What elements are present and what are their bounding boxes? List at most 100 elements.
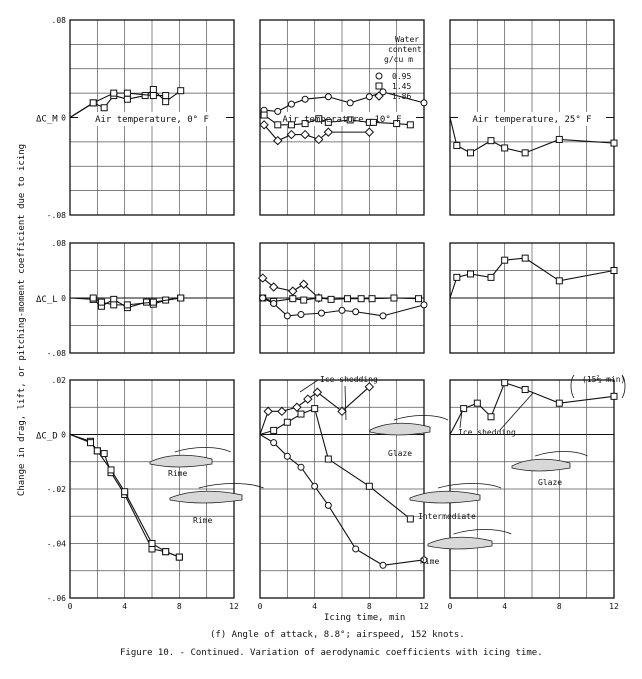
airfoil-outline bbox=[393, 415, 449, 421]
label-glaze-mid: Glaze bbox=[388, 449, 412, 458]
legend-label-2: 1.45 bbox=[392, 82, 411, 91]
marker-diamond bbox=[258, 273, 268, 283]
marker-square bbox=[501, 256, 509, 264]
marker-square bbox=[555, 277, 563, 285]
marker-square bbox=[473, 399, 481, 407]
marker-circle bbox=[270, 439, 278, 447]
ice-shape bbox=[169, 490, 243, 504]
marker-square bbox=[315, 115, 323, 123]
marker-diamond bbox=[268, 282, 279, 292]
marker-diamond bbox=[286, 129, 297, 140]
axis-labels: Air temperature, 0° F Air temperature, 10… bbox=[36, 16, 619, 611]
panel-frame bbox=[69, 379, 235, 599]
y-tick-label: .08 bbox=[52, 16, 67, 25]
marker-square bbox=[260, 111, 268, 119]
marker-square bbox=[100, 104, 108, 112]
marker-square bbox=[177, 87, 185, 95]
label-glaze-right: Glaze bbox=[538, 478, 562, 487]
marker-diamond bbox=[314, 134, 324, 145]
x-tick-label: 8 bbox=[367, 602, 372, 611]
legend-title-line-2: content, bbox=[388, 45, 427, 54]
label-intermediate: Intermediate bbox=[418, 512, 476, 521]
marker-square bbox=[283, 418, 291, 426]
row-ylabel: ΔC_M bbox=[36, 115, 58, 125]
marker-circle bbox=[297, 311, 305, 318]
marker-square bbox=[311, 405, 319, 413]
marker-square bbox=[301, 120, 309, 128]
ice-shape bbox=[427, 536, 493, 550]
annotation-leader-ice-shedding-mid bbox=[299, 379, 347, 421]
marker-square bbox=[270, 426, 278, 434]
marker-square bbox=[610, 267, 618, 274]
marker-circle bbox=[379, 561, 387, 569]
x-axis-label: Icing time, min bbox=[324, 613, 405, 623]
marker-square bbox=[521, 254, 529, 262]
y-tick-label: -.02 bbox=[47, 485, 66, 494]
airfoil-outline bbox=[198, 483, 264, 489]
marker-diamond bbox=[300, 129, 310, 140]
label-rime-1: Rime bbox=[168, 469, 187, 478]
marker-circle bbox=[283, 312, 291, 320]
marker-diamond bbox=[292, 402, 302, 412]
x-tick-label: 8 bbox=[177, 602, 182, 611]
marker-square bbox=[357, 295, 365, 303]
legend-diamond-marker bbox=[374, 91, 384, 101]
marker-square bbox=[406, 515, 414, 523]
marker-square bbox=[460, 405, 468, 413]
legend-title-line-1: Water bbox=[395, 35, 419, 44]
marker-square bbox=[121, 488, 129, 496]
x-tick-label: 4 bbox=[502, 602, 507, 611]
x-tick-label: 4 bbox=[122, 602, 127, 611]
marker-square bbox=[315, 294, 323, 302]
marker-square bbox=[521, 386, 529, 394]
marker-circle bbox=[287, 100, 295, 108]
marker-circle bbox=[318, 309, 325, 317]
marker-circle bbox=[352, 308, 360, 316]
x-tick-label: 12 bbox=[419, 602, 429, 611]
marker-circle bbox=[283, 452, 291, 460]
annotations: Ice shedding Ice shedding (15⅔ min) Rime… bbox=[168, 374, 626, 566]
marker-square bbox=[110, 301, 118, 309]
legend-label-3: 1.86 bbox=[392, 92, 411, 101]
y-tick-label: .08 bbox=[52, 239, 67, 248]
airfoil-outline bbox=[437, 483, 502, 489]
marker-circle bbox=[346, 99, 354, 107]
marker-square bbox=[100, 450, 108, 458]
marker-square bbox=[300, 296, 308, 304]
marker-square bbox=[89, 99, 97, 107]
ice-shape bbox=[149, 454, 213, 468]
annotation-ice-shedding-mid: Ice shedding bbox=[320, 375, 378, 384]
marker-square bbox=[287, 121, 295, 129]
marker-square bbox=[110, 89, 118, 97]
marker-diamond bbox=[303, 394, 313, 404]
marker-square bbox=[487, 273, 495, 281]
marker-circle bbox=[365, 93, 373, 101]
panel-title-bg bbox=[78, 112, 226, 126]
marker-diamond bbox=[337, 406, 347, 417]
x-tick-label: 12 bbox=[609, 602, 619, 611]
y-tick-label: -.08 bbox=[47, 349, 66, 358]
marker-circle bbox=[420, 556, 428, 564]
marker-square bbox=[123, 89, 131, 97]
panel-title: Air temperature, 0° F bbox=[95, 115, 209, 125]
y-tick-label: .02 bbox=[52, 376, 67, 385]
marker-square bbox=[453, 142, 461, 150]
marker-square bbox=[368, 295, 376, 303]
marker-square bbox=[123, 301, 131, 309]
marker-square bbox=[610, 392, 618, 400]
marker-square bbox=[521, 149, 529, 157]
marker-circle bbox=[379, 312, 387, 320]
marker-diamond bbox=[263, 406, 273, 417]
marker-square bbox=[274, 121, 282, 129]
marker-square bbox=[93, 447, 101, 455]
marker-circle bbox=[324, 93, 332, 101]
marker-square bbox=[327, 295, 335, 303]
marker-square bbox=[87, 439, 94, 447]
marker-square bbox=[346, 116, 354, 124]
legend: Water content, g/cu m 0.95 1.45 1.86 bbox=[374, 35, 427, 101]
figure-caption: Figure 10. - Continued. Variation of aer… bbox=[120, 648, 543, 658]
ice-shape-sketches bbox=[149, 415, 588, 550]
x-tick-label: 0 bbox=[448, 602, 453, 611]
marker-square bbox=[467, 270, 474, 278]
marker-square bbox=[123, 95, 131, 103]
